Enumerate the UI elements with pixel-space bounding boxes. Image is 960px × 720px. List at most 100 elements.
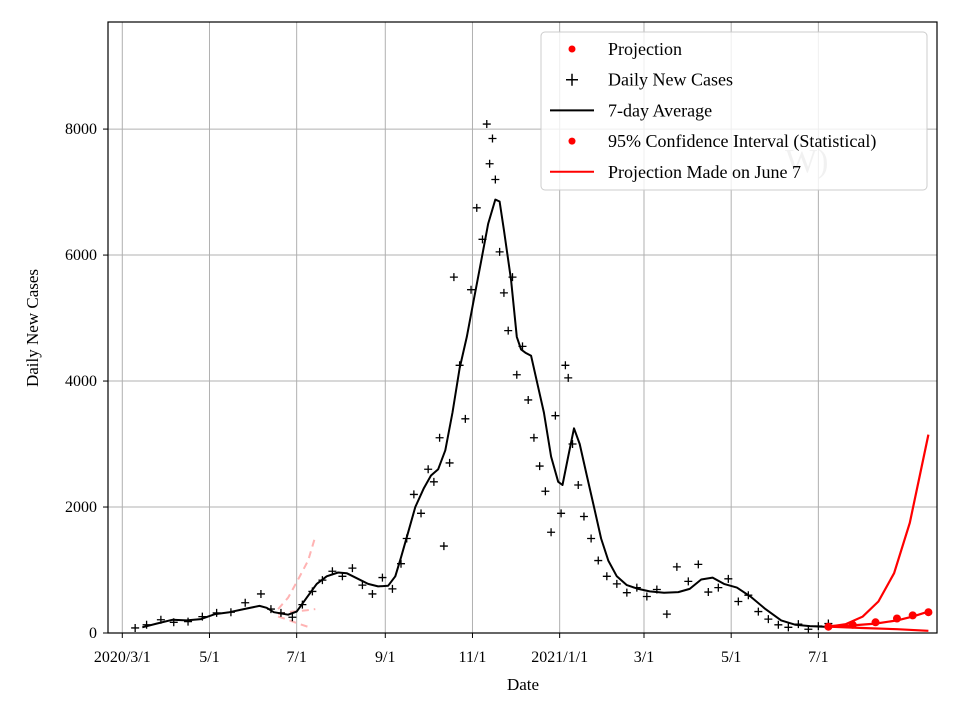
projection-point [824,622,833,631]
daily-case-marker [612,579,621,588]
daily-case-marker [524,395,533,404]
old-projection-group [277,536,317,629]
daily-case-marker [504,326,513,335]
daily-case-marker [652,585,661,594]
daily-case-marker [754,607,763,616]
daily-case-marker [495,247,504,256]
daily-case-marker [672,562,681,571]
legend-label: Projection [608,39,682,59]
daily-case-marker [288,613,297,622]
projection-june7-line [828,434,930,628]
daily-cases-group [131,120,833,634]
daily-case-marker [602,572,611,581]
legend-label: Daily New Cases [608,70,733,90]
daily-case-marker [308,587,317,596]
daily-case-marker [424,465,433,474]
projection-point [924,608,933,617]
daily-case-marker [561,361,570,370]
daily-case-marker [256,589,265,598]
daily-case-marker [814,622,823,631]
daily-case-marker [328,567,337,576]
x-tick-label: 5/1 [721,649,741,666]
daily-case-marker [535,462,544,471]
daily-case-marker [594,556,603,565]
x-tick-label: 2020/3/1 [94,649,151,666]
daily-case-marker [551,411,560,420]
legend-label: 7-day Average [608,100,712,120]
daily-case-marker [557,509,566,518]
projection-group [824,434,933,631]
x-tick-label: 2021/1/1 [531,649,588,666]
daily-case-marker [508,273,517,282]
x-tick-label: 9/1 [375,649,395,666]
daily-case-marker [774,620,783,629]
daily-case-marker [784,623,793,632]
daily-case-marker [518,342,527,351]
daily-case-marker [622,588,631,597]
legend-marker-plus [566,73,578,86]
seven-day-average-group [142,198,832,629]
daily-case-marker [472,203,481,212]
daily-case-marker [276,608,285,617]
daily-case-marker [541,487,550,496]
daily-case-marker [467,285,476,294]
daily-case-marker [587,534,596,543]
projection-point [848,620,857,629]
daily-case-marker [402,534,411,543]
plot-frame [107,21,938,634]
daily-case-marker [744,591,753,600]
x-tick-label: 7/1 [808,649,828,666]
daily-case-marker [547,528,556,537]
projection-point [892,614,901,623]
daily-case-marker [388,584,397,593]
x-axis: 2020/3/1 5/1 7/1 9/1 11/1 2021/1/1 3/1 5/1 7/1 [94,633,829,666]
seven-day-average-line [142,198,832,629]
daily-case-marker [642,592,651,601]
daily-case-marker [318,576,327,585]
daily-case-marker [794,620,803,629]
daily-case-marker [445,458,454,467]
daily-case-marker [574,480,583,489]
legend: Projection Daily New Cases 7-day Average 95… [540,31,928,191]
projection-point [908,611,917,620]
daily-case-marker [169,618,178,627]
daily-case-marker [439,542,448,551]
daily-case-marker [449,273,458,282]
daily-case-marker [131,623,140,632]
y-axis: 0 2000 4000 6000 8000 [65,121,108,642]
legend-marker-dot [568,45,576,53]
daily-case-marker [198,612,207,621]
daily-case-marker [348,564,357,573]
daily-case-marker [482,120,491,129]
legend-marker-dot [568,137,576,145]
daily-case-marker [684,577,693,586]
daily-case-marker [499,288,508,297]
old-projection-lower-line [277,615,310,629]
y-tick-label: 2000 [65,499,97,516]
daily-case-marker [579,512,588,521]
old-projection-upper-line [277,536,317,610]
daily-case-marker [734,597,743,606]
daily-case-marker [485,159,494,168]
legend-label: Projection Made on June 7 [608,162,801,182]
daily-case-marker [694,560,703,569]
daily-case-marker [266,605,275,614]
legend-entries: Projection Daily New Cases 7-day Average 95… [550,39,876,182]
daily-case-marker [212,608,221,617]
daily-case-marker [512,370,521,379]
daily-case-marker [704,588,713,597]
daily-case-marker [156,615,165,624]
daily-case-marker [368,589,377,598]
daily-case-marker [241,598,250,607]
daily-case-marker [632,583,641,592]
daily-case-marker [529,433,538,442]
legend-box [540,31,928,191]
x-tick-label: 7/1 [286,649,306,666]
x-axis-title: Date [507,675,539,694]
daily-case-marker [662,610,671,619]
daily-case-marker [764,615,773,624]
x-tick-label: 3/1 [634,649,654,666]
daily-case-marker [358,581,367,590]
daily-case-marker [461,414,470,423]
y-tick-label: 8000 [65,121,97,138]
